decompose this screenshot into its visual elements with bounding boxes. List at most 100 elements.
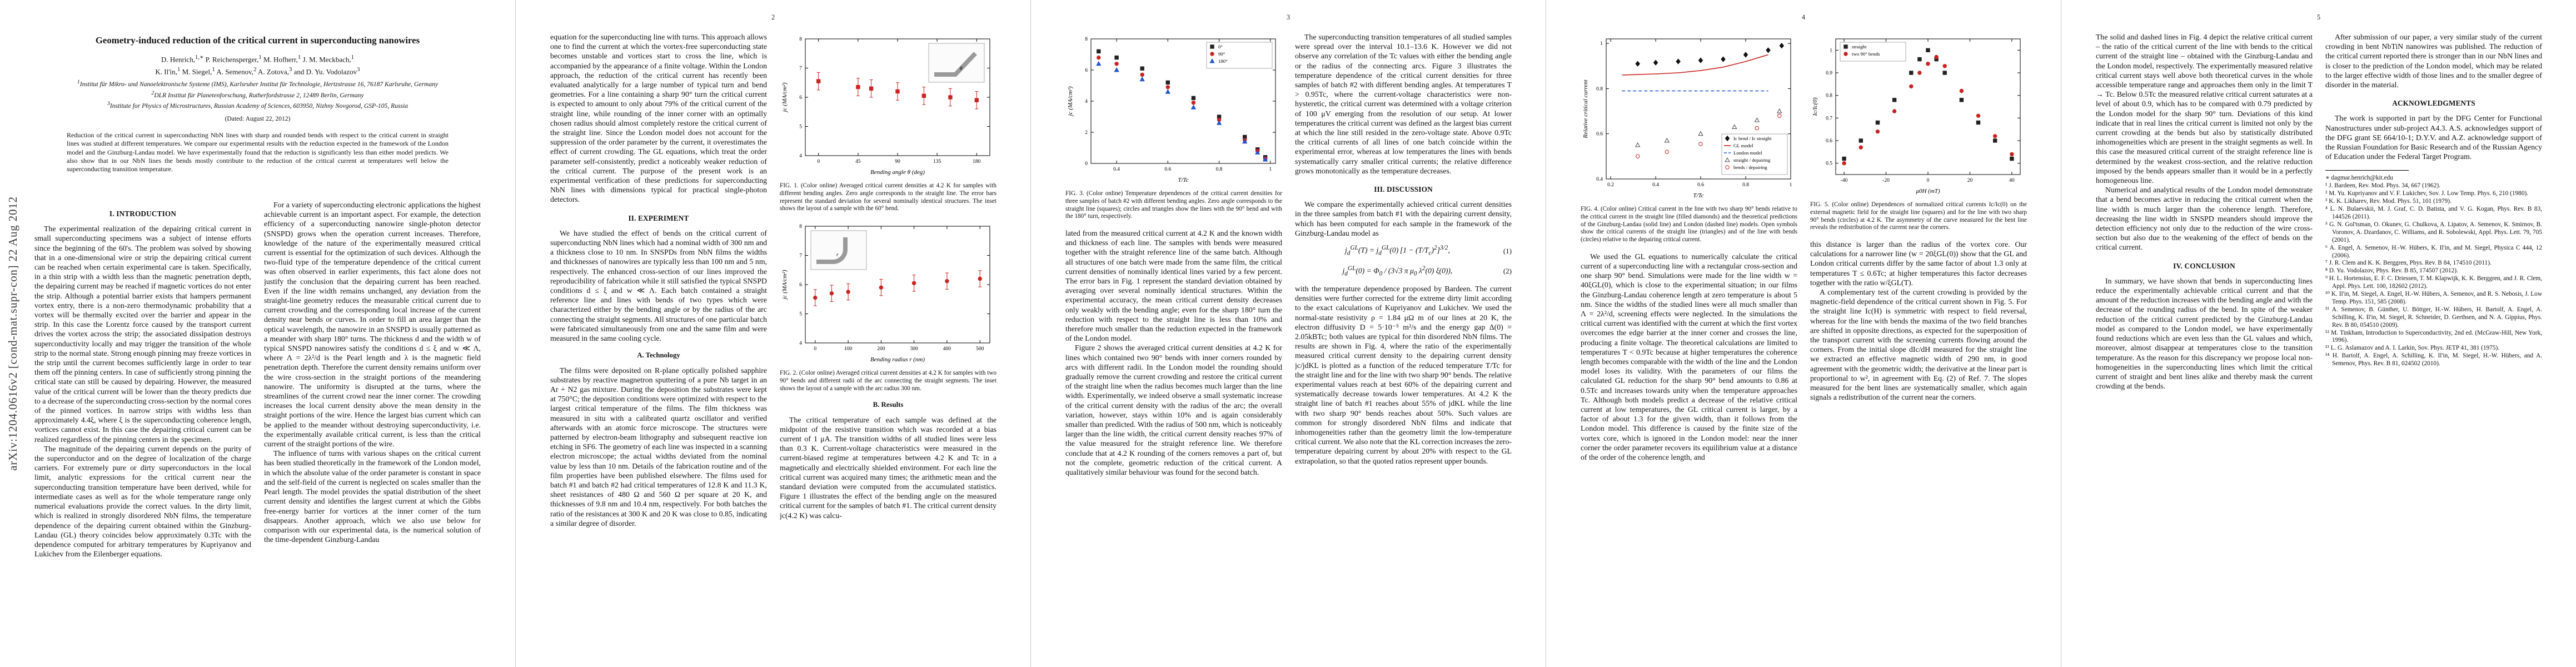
svg-text:T/Tc: T/Tc bbox=[1693, 192, 1703, 199]
svg-text:5: 5 bbox=[799, 312, 802, 317]
reference-item: ² M. Yu. Kupriyanov and V. F. Lukichev, … bbox=[2325, 190, 2529, 197]
page-number: 5 bbox=[2316, 13, 2321, 21]
svg-text:μ0H (mT): μ0H (mT) bbox=[1915, 188, 1940, 195]
reference-item: ⁴ L. N. Bulaevskii, M. J. Graf, C. D. Ba… bbox=[2325, 206, 2542, 220]
column-left: I. INTRODUCTION The experimental realizat… bbox=[34, 200, 251, 642]
svg-text:jc (MA/cm²): jc (MA/cm²) bbox=[1067, 86, 1074, 117]
svg-text:180: 180 bbox=[973, 159, 981, 165]
svg-text:θ: θ bbox=[960, 66, 963, 71]
body-paragraph: For a variety of superconducting electro… bbox=[264, 201, 481, 449]
fig4-caption: FIG. 4. (Color online) Critical current … bbox=[1581, 206, 1797, 243]
reference-list: ∗ dagmar.henrich@kit.edu ¹ J. Bardeen, Re… bbox=[2325, 170, 2542, 368]
column-left: The solid and dashed lines in Fig. 4 dep… bbox=[2096, 32, 2313, 641]
reference-item: ⁶ A. Engel, A. Semenov, H.-W. Hübers, K.… bbox=[2325, 244, 2542, 259]
svg-text:0.7: 0.7 bbox=[1826, 116, 1832, 121]
svg-text:jc (MA/cm²): jc (MA/cm²) bbox=[781, 82, 788, 113]
sample-layout-inset: θ bbox=[928, 43, 985, 83]
figure-fig4: 0.2 0.4 0.6 0.8 1 0.4 0.6 0.8 1 T/Tc Relative crit… bbox=[1581, 33, 1797, 244]
svg-text:Ic bend / Ic straight: Ic bend / Ic straight bbox=[1733, 136, 1772, 141]
plot-canvas: 0 100 200 300 400 500 4 5 6 7 8 Bending radius r (n… bbox=[781, 224, 990, 363]
svg-text:40: 40 bbox=[2009, 178, 2015, 183]
svg-text:0.5: 0.5 bbox=[1826, 161, 1832, 167]
svg-text:8: 8 bbox=[799, 37, 802, 42]
reference-item: ¹⁴ H. Bartolf, A. Engel, A. Schilling, K… bbox=[2325, 352, 2542, 367]
svg-text:straight / depairing: straight / depairing bbox=[1733, 157, 1771, 163]
svg-text:0.8: 0.8 bbox=[1216, 167, 1223, 172]
affiliation-1: 1Institut für Mikro- und Nanoelektronisc… bbox=[77, 78, 439, 88]
body-paragraph: The solid and dashed lines in Fig. 4 dep… bbox=[2096, 33, 2313, 185]
svg-text:Ic/Ic(0): Ic/Ic(0) bbox=[1812, 97, 1818, 116]
reference-item: ⁸ D. Yu. Vodolazov, Phys. Rev. B 85, 174… bbox=[2325, 267, 2458, 275]
svg-text:bends / depairing: bends / depairing bbox=[1733, 165, 1767, 170]
reference-item: ⁷ J. R. Clem and K. K. Berggren, Phys. R… bbox=[2325, 260, 2492, 267]
svg-text:7: 7 bbox=[799, 66, 802, 72]
body-paragraph: with the temperature dependence proposed… bbox=[1295, 284, 1512, 465]
display-equation: jdGL(T) = jdGL(0) [1 − (T/Tc)2]3/2, (1) bbox=[1295, 243, 1512, 258]
body-paragraph: We compare the experimentally achieved c… bbox=[1295, 200, 1512, 237]
svg-text:T/Tc: T/Tc bbox=[1178, 177, 1188, 183]
svg-text:-20: -20 bbox=[1882, 178, 1890, 183]
date-line: (Dated: August 22, 2012) bbox=[225, 115, 291, 123]
arxiv-stamp: arXiv:1204.0616v2 [cond-mat.supr-con] 22… bbox=[6, 196, 19, 471]
column-right: After submission of our paper, a very si… bbox=[2325, 32, 2542, 641]
fig1-plot: 0 45 90 135 180 4 5 6 7 8 Bending angle θ (deg) jc … bbox=[780, 33, 996, 179]
subsection-heading: A. Technology bbox=[637, 351, 680, 360]
plot-canvas: 0.2 0.4 0.6 0.8 1 0.4 0.6 0.8 1 T/Tc Relative crit… bbox=[1582, 38, 1792, 199]
column-right: 0 45 90 135 180 4 5 6 7 8 Bending angle θ (deg) jc … bbox=[780, 32, 996, 641]
footnote-rule bbox=[2325, 170, 2409, 171]
plot-canvas: -40 -20 0 20 40 0.5 0.6 0.7 0.8 0.9 1 μ0H (mT) Ic/Ic… bbox=[1812, 38, 2021, 195]
svg-text:0.2: 0.2 bbox=[1607, 182, 1614, 188]
author-email-footnote: ∗ dagmar.henrich@kit.edu bbox=[2325, 175, 2393, 182]
body-paragraph: In summary, we have shown that bends in … bbox=[2096, 276, 2313, 391]
fig3-plot: 0.4 0.6 0.8 1 0 2 4 6 8 T/Tc jc (MA/cm²) 0° 90° 180° bbox=[1065, 33, 1282, 187]
svg-text:two 90° bends: two 90° bends bbox=[1852, 51, 1880, 57]
page-1: arXiv:1204.0616v2 [cond-mat.supr-con] 22… bbox=[0, 0, 515, 667]
section-heading: III. DISCUSSION bbox=[1374, 185, 1433, 194]
section-heading: ACKNOWLEDGMENTS bbox=[2392, 99, 2475, 108]
front-matter: Geometry-induced reduction of the critic… bbox=[0, 34, 515, 173]
svg-text:0.8: 0.8 bbox=[1742, 182, 1749, 188]
equation-body: jdGL(0) = Φ0 / (3√3 π μ0 λ2(0) ξ(0)), bbox=[1342, 265, 1453, 277]
affiliation-3: 3Institute for Physics of Microstructure… bbox=[107, 101, 408, 110]
body-paragraph: After submission of our paper, a very si… bbox=[2325, 33, 2542, 89]
svg-text:0.4: 0.4 bbox=[1652, 182, 1659, 188]
svg-text:1: 1 bbox=[1269, 167, 1272, 172]
reference-item: ¹ J. Bardeen, Rev. Mod. Phys. 34, 667 (1… bbox=[2325, 182, 2440, 190]
plot-canvas: 0.4 0.6 0.8 1 0 2 4 6 8 T/Tc jc (MA/cm²) 0° 90°180° bbox=[1067, 37, 1276, 183]
abstract: Reduction of the critical current in sup… bbox=[67, 131, 449, 173]
body-paragraph: The critical temperature of each sample … bbox=[780, 415, 996, 520]
paper-title: Geometry-induced reduction of the critic… bbox=[95, 35, 420, 46]
svg-text:400: 400 bbox=[943, 346, 951, 352]
svg-text:100: 100 bbox=[844, 346, 853, 352]
body-paragraph: The experimental realization of the depa… bbox=[34, 225, 251, 444]
svg-text:1: 1 bbox=[1600, 41, 1603, 47]
svg-text:GL model: GL model bbox=[1733, 143, 1753, 148]
body-paragraph: The influence of turns with various shap… bbox=[264, 449, 481, 544]
section-heading: I. INTRODUCTION bbox=[109, 210, 177, 218]
reference-item: ¹² M. Tinkham, Introduction to Supercond… bbox=[2325, 329, 2542, 344]
svg-text:6: 6 bbox=[1085, 68, 1088, 73]
reference-item: ⁹ H. L. Hortensius, E. F. C. Driessen, T… bbox=[2325, 275, 2542, 290]
svg-text:4: 4 bbox=[1085, 99, 1088, 104]
svg-text:2: 2 bbox=[1085, 130, 1088, 136]
reference-item: ³ K. K. Likharev, Rev. Mod. Phys. 51, 10… bbox=[2325, 198, 2452, 205]
page-2: 2 equation for the superconducting line … bbox=[515, 0, 1030, 667]
figure-fig3: 0.4 0.6 0.8 1 0 2 4 6 8 T/Tc jc (MA/cm²) 0° 90° 180° F… bbox=[1065, 33, 1282, 221]
fig3-caption: FIG. 3. (Color online) Temperature depen… bbox=[1065, 190, 1282, 220]
body-paragraph: The superconducting transition temperatu… bbox=[1295, 33, 1512, 175]
svg-text:0.6: 0.6 bbox=[1596, 132, 1603, 137]
svg-text:45: 45 bbox=[855, 159, 861, 165]
svg-text:0°: 0° bbox=[1218, 44, 1223, 49]
column-left: equation for the superconducting line wi… bbox=[550, 32, 767, 641]
svg-text:8: 8 bbox=[799, 224, 802, 230]
svg-text:1: 1 bbox=[1790, 182, 1792, 188]
author-line-1: D. Henrich,1,∗ P. Reichensperger,1 M. Ho… bbox=[161, 54, 355, 64]
column-right: The superconducting transition temperatu… bbox=[1295, 32, 1512, 641]
body-paragraph: Figure 2 shows the averaged critical cur… bbox=[1065, 344, 1282, 477]
page-3: 3 0.4 0.6 0.8 1 0 2 4 6 8 T/Tc jc (MA/cm²) 0° 90° 180… bbox=[1030, 0, 1546, 667]
reference-item: ⁵ G. N. Gol'tsman, O. Okunev, G. Chulkov… bbox=[2325, 221, 2542, 243]
svg-text:90: 90 bbox=[895, 159, 900, 165]
fig2-caption: FIG. 2. (Color online) Averaged critical… bbox=[780, 370, 996, 392]
figure-fig5: -40 -20 0 20 40 0.5 0.6 0.7 0.8 0.9 1 μ0H (mT) Ic/Ic… bbox=[1810, 33, 2027, 232]
